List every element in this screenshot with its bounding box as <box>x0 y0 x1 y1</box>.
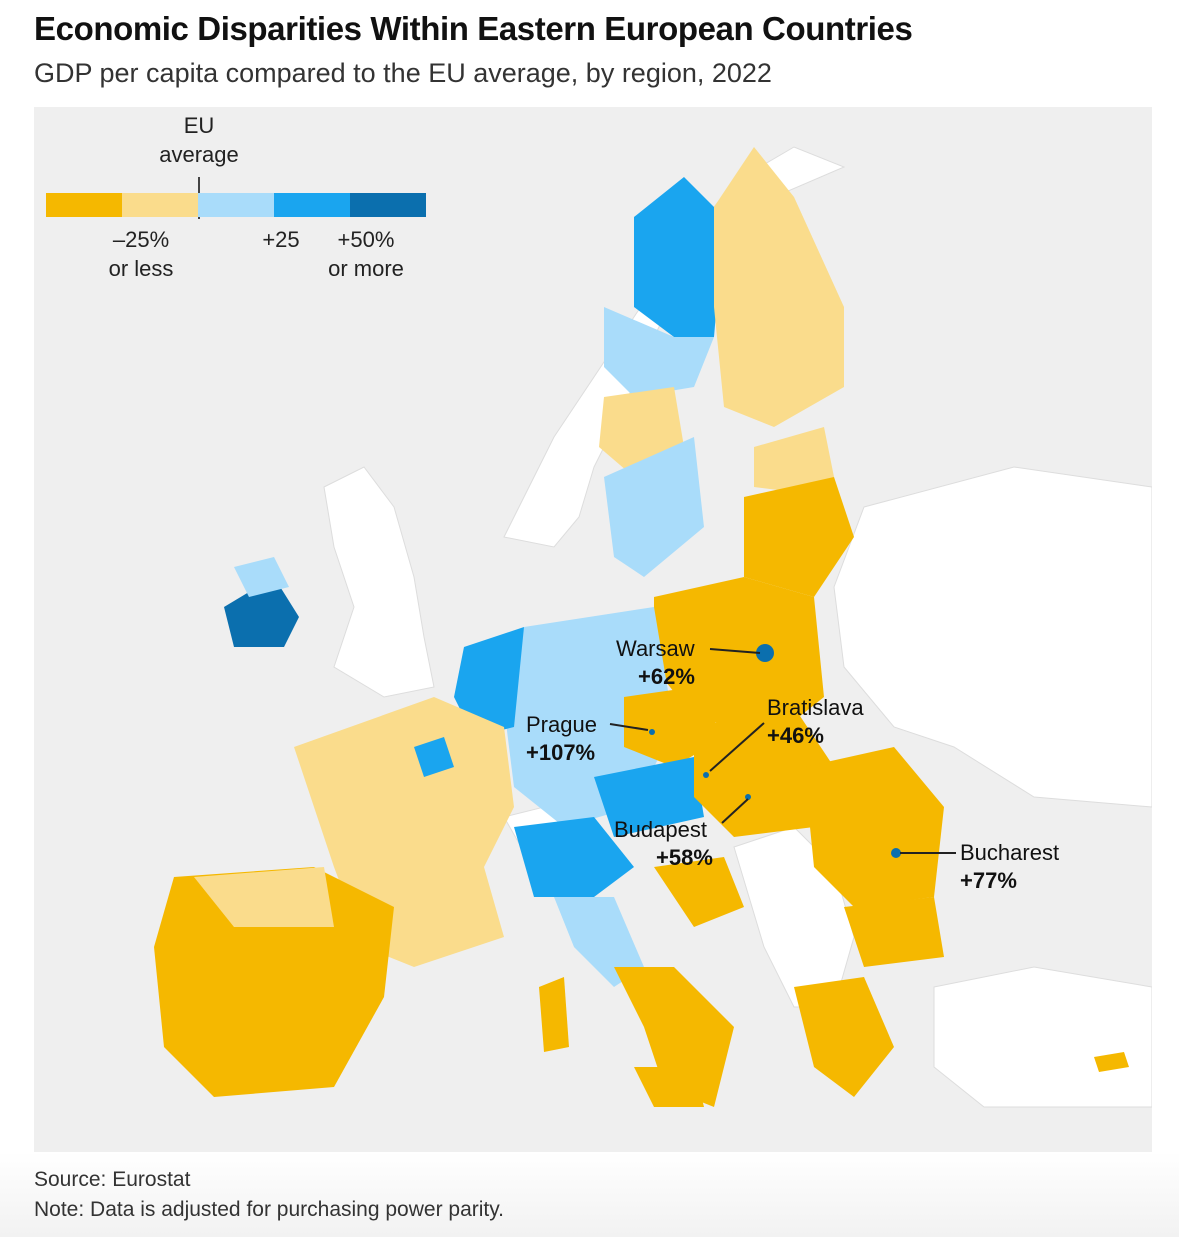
eastern-nonEU-land <box>833 466 1152 808</box>
legend-high-label-2: or more <box>328 256 404 281</box>
footer <box>0 1152 1179 1237</box>
chart-title: Economic Disparities Within Eastern Euro… <box>34 10 913 47</box>
legend-swatch-above <box>198 193 274 217</box>
uk-land <box>323 466 435 698</box>
finland-region <box>714 147 844 427</box>
italy-north-region <box>514 817 634 897</box>
sweden-north-region <box>634 177 724 337</box>
baltics-region <box>754 427 834 492</box>
legend-swatch-low <box>46 193 122 217</box>
chart-subtitle: GDP per capita compared to the EU averag… <box>34 58 772 88</box>
legend-low-label-2: or less <box>108 256 174 281</box>
city-label-prague: Prague +107% <box>526 711 597 767</box>
city-label-bucharest: Bucharest +77% <box>960 839 1059 895</box>
legend-high-label: +50% <box>337 227 395 252</box>
bucharest-dot <box>891 848 901 858</box>
turkey-land <box>933 966 1152 1108</box>
bratislava-leader <box>709 722 765 772</box>
sicily-region <box>634 1067 704 1107</box>
bratislava-name: Bratislava <box>767 695 864 720</box>
source-note: Source: Eurostat <box>34 1168 191 1191</box>
legend-eu-label: EU <box>183 113 215 138</box>
bucharest-value: +77% <box>960 868 1017 893</box>
benelux-region <box>454 627 524 737</box>
bulgaria-region <box>844 897 944 967</box>
prague-dot <box>649 729 655 735</box>
ireland-north-region <box>234 557 289 597</box>
city-label-budapest: Budapest +58% <box>614 816 713 872</box>
legend-mid-label: +25 <box>262 227 300 252</box>
bratislava-dot <box>703 772 709 778</box>
paris-region <box>414 737 454 777</box>
italy-region <box>554 897 644 987</box>
hungary-slovakia-region <box>694 707 834 837</box>
sweden-mid-region <box>604 307 714 397</box>
warsaw-value: +62% <box>638 664 695 689</box>
legend-swatch-below <box>122 193 198 217</box>
legend-swatch-highest <box>350 193 426 217</box>
city-label-warsaw: Warsaw +62% <box>616 635 695 691</box>
budapest-leader <box>721 798 749 824</box>
lithuania-region <box>744 477 854 597</box>
bratislava-value: +46% <box>767 723 824 748</box>
map-area: EU average –25% or less +25 +50% or more… <box>34 107 1152 1152</box>
spain-region <box>154 867 394 1097</box>
budapest-dot <box>745 794 751 800</box>
legend-eu-label-2: average <box>159 142 239 167</box>
prague-name: Prague <box>526 712 597 737</box>
budapest-name: Budapest <box>614 817 707 842</box>
austria-region <box>594 757 704 837</box>
legend-low-label: –25% <box>112 227 170 252</box>
croatia-region <box>654 857 744 927</box>
legend: EU average –25% or less +25 +50% or more <box>46 107 446 287</box>
city-label-bratislava: Bratislava +46% <box>767 694 864 750</box>
methodology-note: Note: Data is adjusted for purchasing po… <box>34 1198 505 1221</box>
sardinia-region <box>539 977 569 1052</box>
romania-region <box>804 747 944 907</box>
prague-value: +107% <box>526 740 596 765</box>
spain-north-region <box>194 867 334 927</box>
warsaw-dot <box>756 644 774 662</box>
italy-south-region <box>614 967 734 1107</box>
prague-leader <box>609 723 649 731</box>
ireland-region <box>224 577 299 647</box>
bucharest-name: Bucharest <box>960 840 1060 865</box>
legend-color-bar <box>46 193 426 217</box>
budapest-value: +58% <box>656 845 713 870</box>
europe-map <box>154 146 1152 1108</box>
greece-region <box>794 977 894 1097</box>
sweden-stockholm-region <box>604 437 704 577</box>
warsaw-name: Warsaw <box>616 636 695 661</box>
cyprus-region <box>1094 1052 1129 1072</box>
legend-swatch-high <box>274 193 350 217</box>
warsaw-leader <box>709 648 761 654</box>
